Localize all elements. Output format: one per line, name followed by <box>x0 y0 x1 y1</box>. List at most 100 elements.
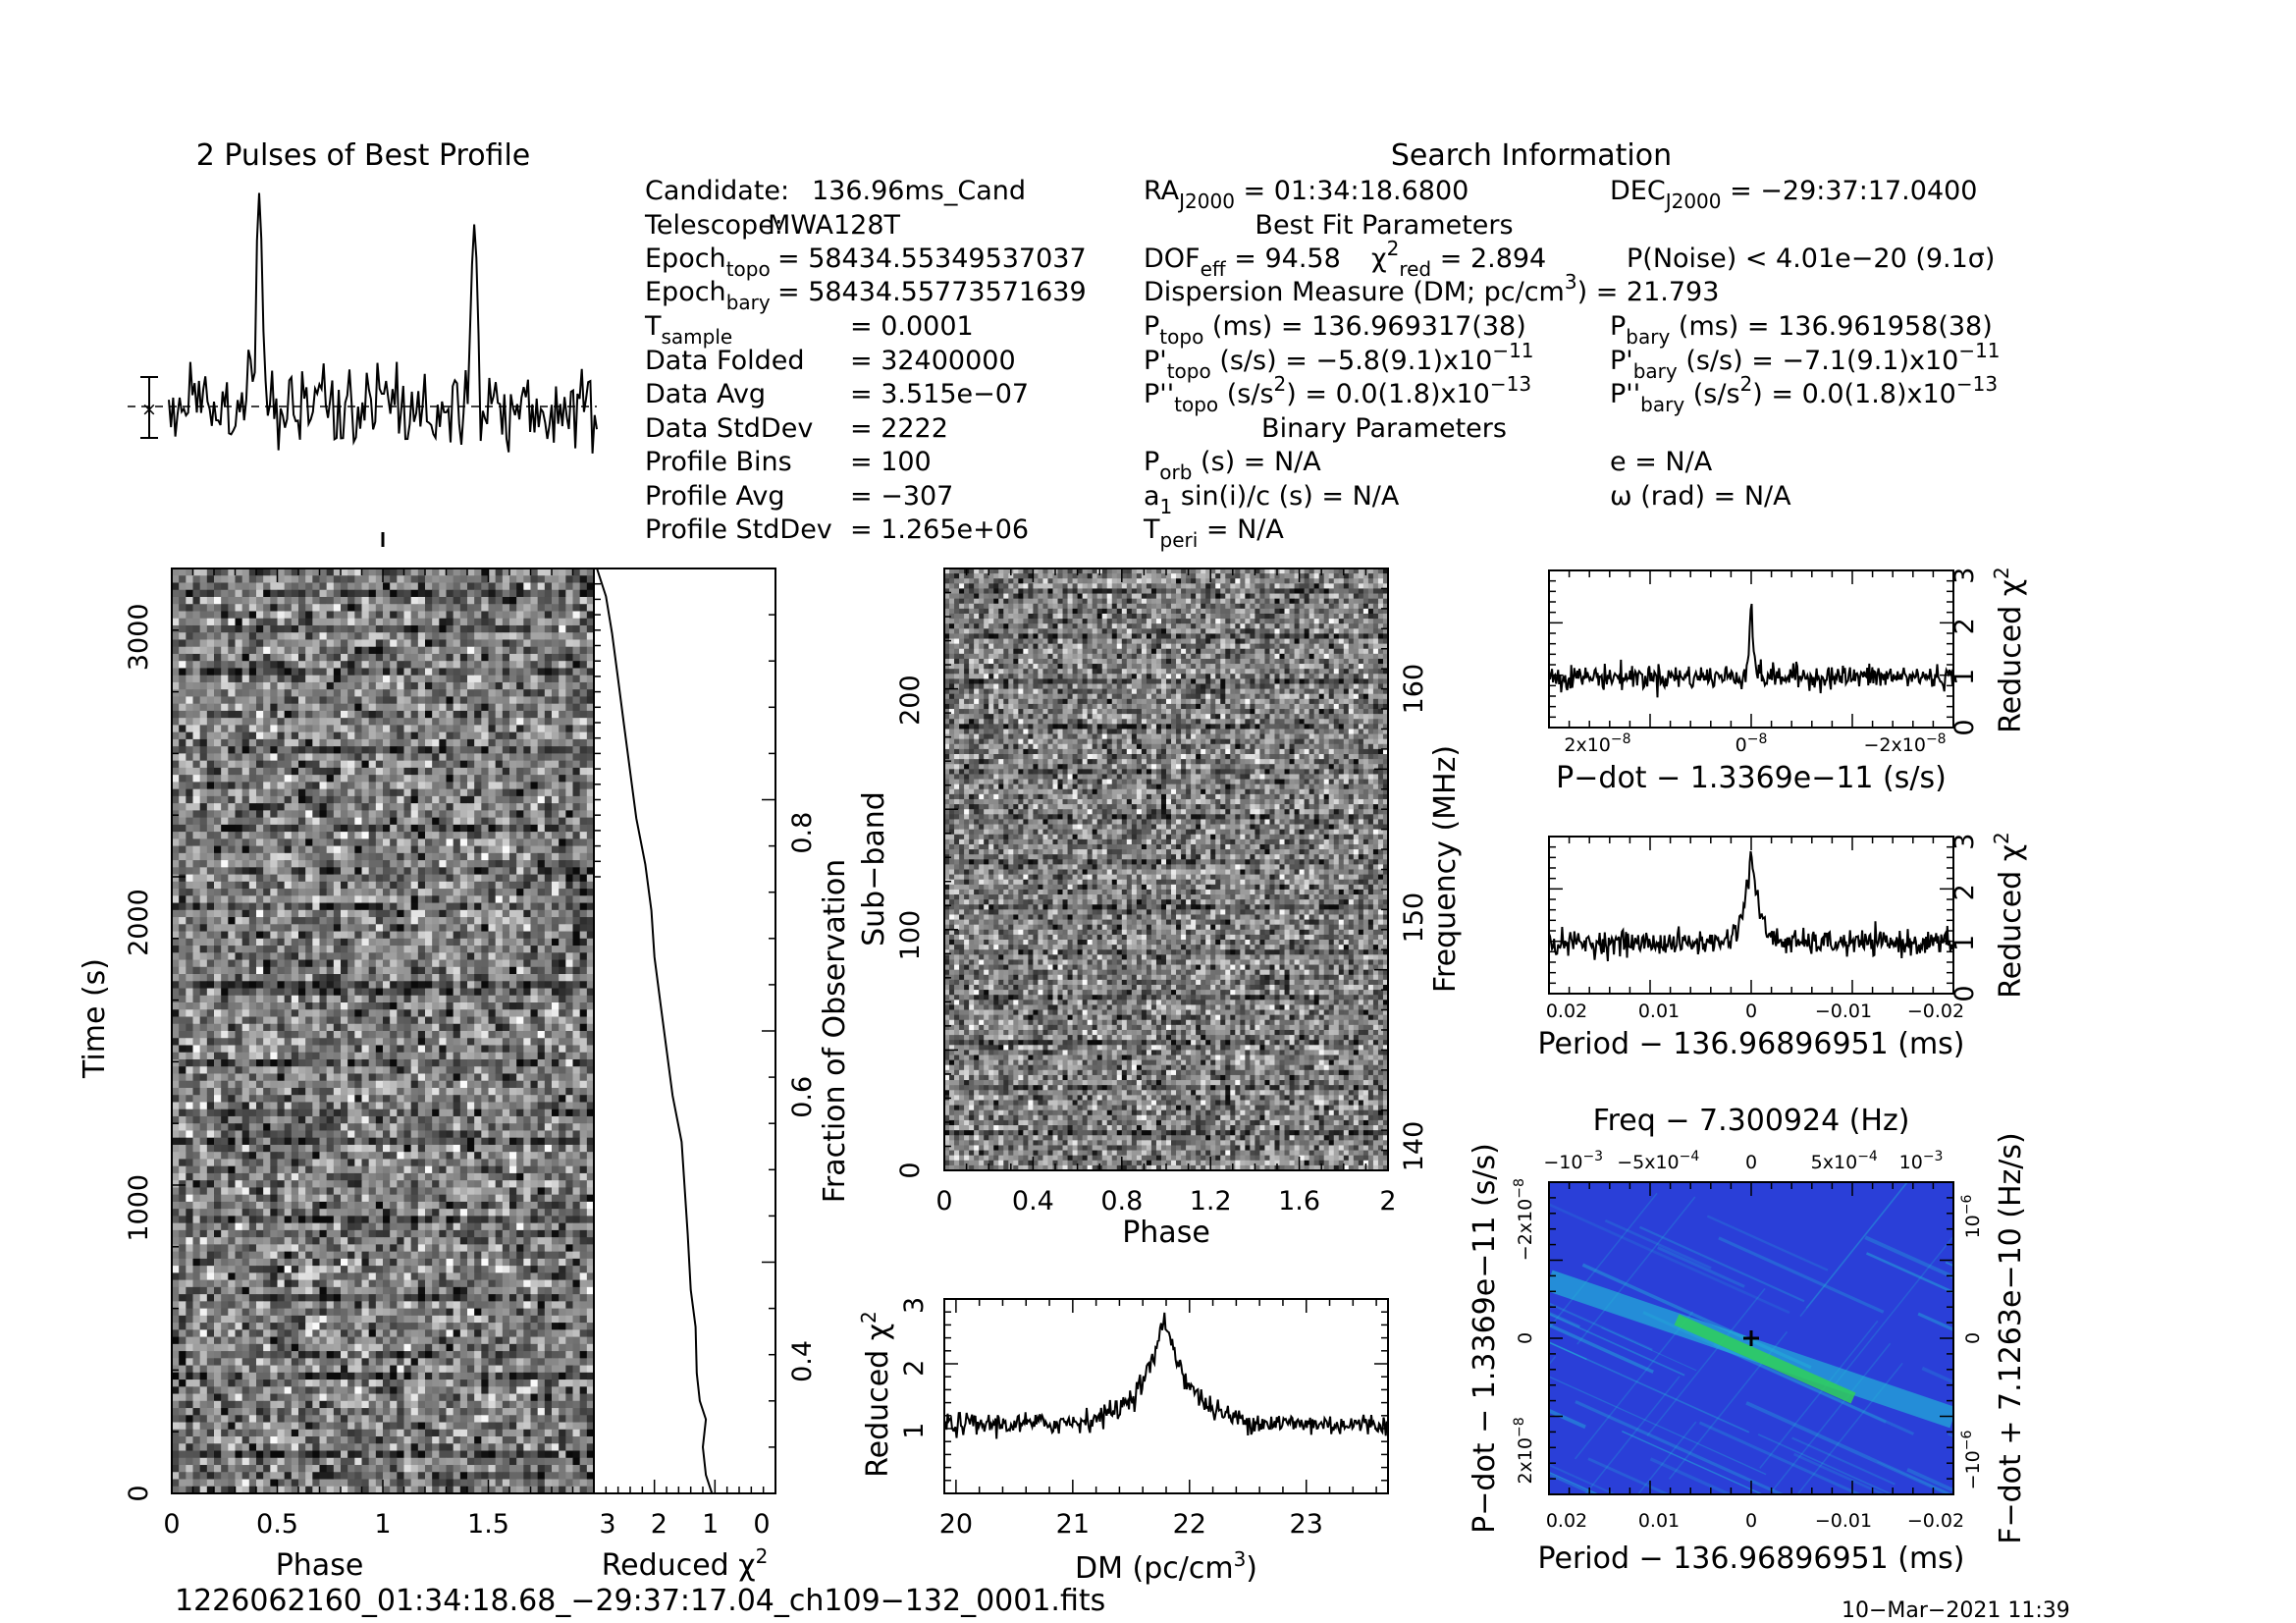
time-phase-cell <box>375 1073 384 1082</box>
time-phase-cell <box>544 1058 553 1067</box>
time-phase-cell <box>453 974 461 982</box>
time-phase-cell <box>298 902 306 911</box>
time-phase-cell <box>284 668 293 676</box>
time-phase-cell <box>319 624 328 633</box>
time-phase-cell <box>439 1045 447 1054</box>
time-phase-cell <box>537 718 546 726</box>
time-phase-cell <box>565 1080 573 1089</box>
time-phase-cell <box>432 718 440 726</box>
time-phase-cell <box>199 874 208 883</box>
time-phase-cell <box>495 1031 504 1039</box>
time-phase-cell <box>270 639 278 648</box>
time-phase-cell <box>453 604 461 612</box>
time-phase-cell <box>432 810 440 819</box>
time-phase-cell <box>446 575 454 583</box>
time-phase-cell <box>459 788 468 797</box>
time-phase-cell <box>397 718 404 726</box>
time-phase-cell <box>192 909 201 918</box>
time-phase-cell <box>368 909 377 918</box>
time-phase-cell <box>312 731 320 740</box>
time-phase-cell <box>375 1009 384 1017</box>
time-phase-cell <box>565 767 573 776</box>
time-phase-cell <box>277 974 286 982</box>
time-phase-cell <box>495 675 504 683</box>
time-phase-cell <box>390 1137 398 1146</box>
time-phase-cell <box>410 775 419 783</box>
time-phase-cell <box>410 924 419 932</box>
time-phase-cell <box>523 604 531 612</box>
time-phase-cell <box>509 718 517 726</box>
time-phase-cell <box>523 839 531 846</box>
time-phase-cell <box>248 703 257 712</box>
time-phase-cell <box>319 611 328 620</box>
time-phase-cell <box>263 710 271 719</box>
time-phase-cell <box>495 824 504 833</box>
time-phase-cell <box>432 881 440 890</box>
time-phase-cell <box>277 909 286 918</box>
time-phase-cell <box>432 1023 440 1032</box>
time-phase-cell <box>361 653 370 662</box>
time-phase-cell <box>291 852 299 861</box>
time-phase-cell <box>192 788 201 797</box>
time-phase-cell <box>341 795 348 804</box>
time-phase-cell <box>502 931 510 940</box>
time-phase-cell <box>403 946 412 953</box>
time-phase-cell <box>467 959 475 968</box>
time-phase-cell <box>586 867 595 875</box>
time-phase-cell <box>263 582 271 591</box>
time-phase-cell <box>263 974 271 982</box>
time-phase-cell <box>270 1031 278 1039</box>
time-phase-cell <box>572 874 581 883</box>
time-phase-cell <box>432 995 440 1003</box>
time-phase-cell <box>481 1038 489 1046</box>
time-phase-cell <box>305 860 313 868</box>
time-phase-cell <box>481 575 489 583</box>
time-phase-cell <box>298 775 306 783</box>
time-phase-cell <box>361 575 370 583</box>
time-phase-cell <box>474 775 482 783</box>
time-phase-cell <box>432 596 440 605</box>
time-phase-cell <box>446 860 454 868</box>
time-phase-cell <box>312 995 320 1003</box>
time-phase-cell <box>326 889 335 896</box>
dispersion-measure: Dispersion Measure (DM; pc/cm3) = 21.793 <box>1144 270 1719 307</box>
time-phase-cell <box>559 974 566 982</box>
time-phase-cell <box>565 632 573 640</box>
time-phase-cell <box>586 860 595 868</box>
time-phase-cell <box>256 988 264 997</box>
time-phase-cell <box>333 946 342 953</box>
time-phase-cell <box>552 881 560 890</box>
time-phase-cell <box>263 1023 271 1032</box>
time-phase-cell <box>572 703 581 712</box>
time-phase-cell <box>383 1016 391 1025</box>
time-phase-cell <box>488 959 497 968</box>
time-phase-cell <box>199 959 208 968</box>
time-phase-cell <box>263 632 271 640</box>
time-phase-cell <box>192 1137 201 1146</box>
time-phase-cell <box>565 995 573 1003</box>
time-phase-cell <box>341 1016 348 1025</box>
time-phase-cell <box>186 767 193 776</box>
time-phase-cell <box>221 1130 229 1139</box>
time-phase-cell <box>481 988 489 997</box>
time-phase-cell <box>206 568 215 576</box>
time-phase-cell <box>453 738 461 747</box>
time-phase-cell <box>291 895 299 903</box>
time-phase-cell <box>495 1052 504 1060</box>
time-phase-cell <box>248 604 257 612</box>
time-phase-cell <box>502 1066 510 1074</box>
time-phase-cell <box>586 725 595 733</box>
time-phase-cell <box>383 624 391 633</box>
time-phase-cell <box>459 839 468 846</box>
time-phase-cell <box>312 824 320 833</box>
time-phase-cell <box>502 1016 510 1025</box>
time-phase-cell <box>559 753 566 762</box>
time-phase-cell <box>509 952 517 960</box>
time-phase-cell <box>432 832 440 839</box>
time-phase-cell <box>502 624 510 633</box>
time-phase-cell <box>453 731 461 740</box>
time-phase-cell <box>256 959 264 968</box>
time-phase-cell <box>319 917 328 925</box>
time-phase-cell <box>375 746 384 754</box>
time-phase-cell <box>305 795 313 804</box>
